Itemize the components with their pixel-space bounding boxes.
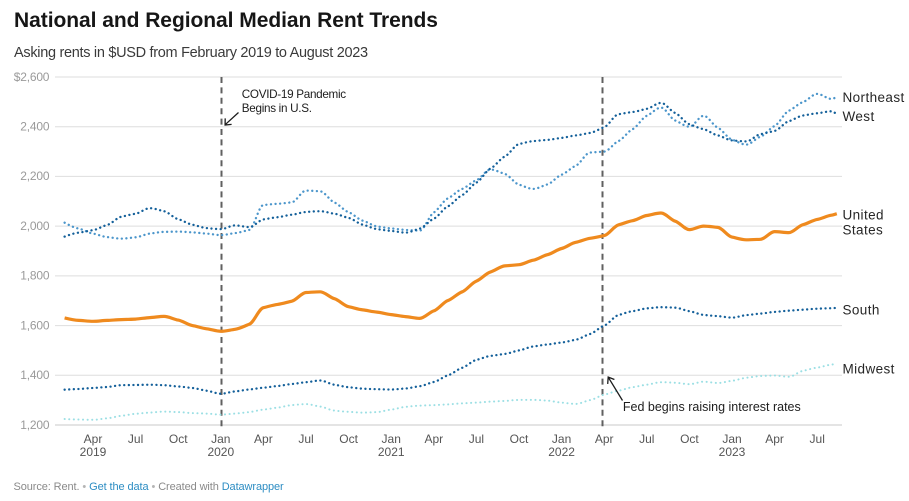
svg-text:2,400: 2,400 bbox=[20, 120, 50, 134]
svg-text:Asking rents in $USD from Febr: Asking rents in $USD from February 2019 … bbox=[14, 45, 368, 61]
svg-text:Midwest: Midwest bbox=[843, 362, 895, 377]
svg-text:United: United bbox=[843, 208, 884, 223]
svg-text:$2,600: $2,600 bbox=[14, 70, 50, 84]
svg-text:Apr: Apr bbox=[765, 432, 784, 446]
svg-text:Jan: Jan bbox=[382, 432, 401, 446]
svg-text:1,400: 1,400 bbox=[20, 368, 50, 382]
svg-text:2022: 2022 bbox=[548, 445, 575, 459]
svg-text:COVID-19 Pandemic: COVID-19 Pandemic bbox=[242, 88, 346, 101]
svg-text:National and Regional Median R: National and Regional Median Rent Trends bbox=[14, 9, 438, 32]
svg-text:Jan: Jan bbox=[211, 432, 230, 446]
svg-text:Apr: Apr bbox=[595, 432, 614, 446]
svg-text:Apr: Apr bbox=[84, 432, 103, 446]
svg-text:Jul: Jul bbox=[810, 432, 825, 446]
svg-text:Apr: Apr bbox=[424, 432, 443, 446]
svg-text:2020: 2020 bbox=[207, 445, 234, 459]
svg-text:Begins in U.S.: Begins in U.S. bbox=[242, 102, 312, 115]
svg-text:Oct: Oct bbox=[169, 432, 188, 446]
svg-text:Jul: Jul bbox=[469, 432, 484, 446]
svg-text:States: States bbox=[843, 223, 884, 238]
svg-text:Oct: Oct bbox=[680, 432, 699, 446]
svg-text:1,600: 1,600 bbox=[20, 318, 50, 332]
svg-text:1,200: 1,200 bbox=[20, 418, 50, 432]
svg-text:2,000: 2,000 bbox=[20, 219, 50, 233]
svg-text:Jul: Jul bbox=[639, 432, 654, 446]
svg-text:2019: 2019 bbox=[80, 445, 107, 459]
svg-text:Jul: Jul bbox=[298, 432, 313, 446]
svg-text:1,800: 1,800 bbox=[20, 269, 50, 283]
svg-text:2023: 2023 bbox=[719, 445, 746, 459]
svg-text:Northeast: Northeast bbox=[843, 90, 905, 105]
svg-text:South: South bbox=[843, 303, 880, 318]
svg-text:West: West bbox=[843, 109, 875, 124]
svg-text:Oct: Oct bbox=[339, 432, 358, 446]
svg-text:2,200: 2,200 bbox=[20, 169, 50, 183]
svg-text:Jan: Jan bbox=[722, 432, 741, 446]
svg-text:Jan: Jan bbox=[552, 432, 571, 446]
svg-text:Fed begins raising interest ra: Fed begins raising interest rates bbox=[623, 400, 801, 414]
svg-text:Jul: Jul bbox=[128, 432, 143, 446]
svg-text:Oct: Oct bbox=[510, 432, 529, 446]
svg-text:Apr: Apr bbox=[254, 432, 273, 446]
svg-text:Source: Rent. • Get the data •: Source: Rent. • Get the data • Created w… bbox=[14, 481, 285, 493]
svg-text:2021: 2021 bbox=[378, 445, 405, 459]
